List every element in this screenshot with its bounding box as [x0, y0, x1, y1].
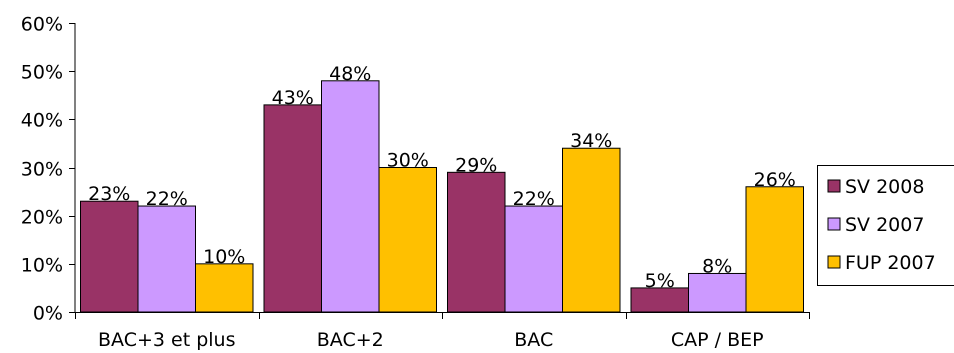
legend-entry-label: SV 2007 — [845, 214, 924, 236]
x-category-label: BAC+2 — [317, 329, 384, 351]
data-label: 22% — [513, 188, 555, 210]
legend-swatch — [827, 255, 841, 269]
y-tick-label: 30% — [21, 159, 63, 181]
y-tick-label: 20% — [21, 207, 63, 229]
data-label: 22% — [146, 188, 188, 210]
bar — [745, 186, 804, 313]
data-label: 26% — [754, 169, 796, 191]
data-label: 48% — [329, 63, 371, 85]
bar — [321, 80, 380, 313]
y-tick-label: 40% — [21, 110, 63, 132]
legend: SV 2008 SV 2007 FUP 2007 — [817, 165, 954, 286]
x-axis: BAC+3 et plus BAC+2 BAC CAP / BEP — [75, 312, 810, 351]
bar — [263, 104, 322, 313]
data-label: 29% — [455, 154, 497, 176]
bar — [504, 205, 563, 313]
bar — [688, 272, 747, 313]
data-labels: 23% 22% 10% 43% 48% 30% 29% 22% 34% 5% 8% 26% — [88, 63, 796, 292]
legend-swatch — [827, 217, 841, 231]
x-category-label: BAC — [514, 329, 553, 351]
y-tick-label: 10% — [21, 255, 63, 277]
data-label: 5% — [645, 270, 675, 292]
bars — [80, 80, 804, 313]
data-label: 43% — [272, 87, 314, 109]
legend-entry-label: SV 2008 — [845, 176, 924, 198]
legend-entry-label: FUP 2007 — [845, 252, 936, 274]
bar — [447, 171, 506, 313]
bar — [80, 200, 139, 313]
bar — [562, 147, 621, 313]
data-label: 34% — [570, 130, 612, 152]
x-category-label: BAC+3 et plus — [98, 329, 235, 351]
y-tick-label: 0% — [33, 303, 63, 325]
x-category-label: CAP / BEP — [671, 329, 764, 351]
y-tick-label: 50% — [21, 62, 63, 84]
data-label: 10% — [203, 246, 245, 268]
y-axis: 0% 10% 20% 30% 40% 50% 60% — [21, 14, 76, 325]
y-tick-label: 60% — [21, 14, 63, 36]
legend-swatch — [827, 179, 841, 193]
data-label: 30% — [387, 150, 429, 172]
bar — [378, 167, 437, 313]
bar — [137, 205, 196, 313]
data-label: 8% — [702, 255, 732, 277]
bar — [195, 263, 254, 313]
data-label: 23% — [88, 183, 130, 205]
